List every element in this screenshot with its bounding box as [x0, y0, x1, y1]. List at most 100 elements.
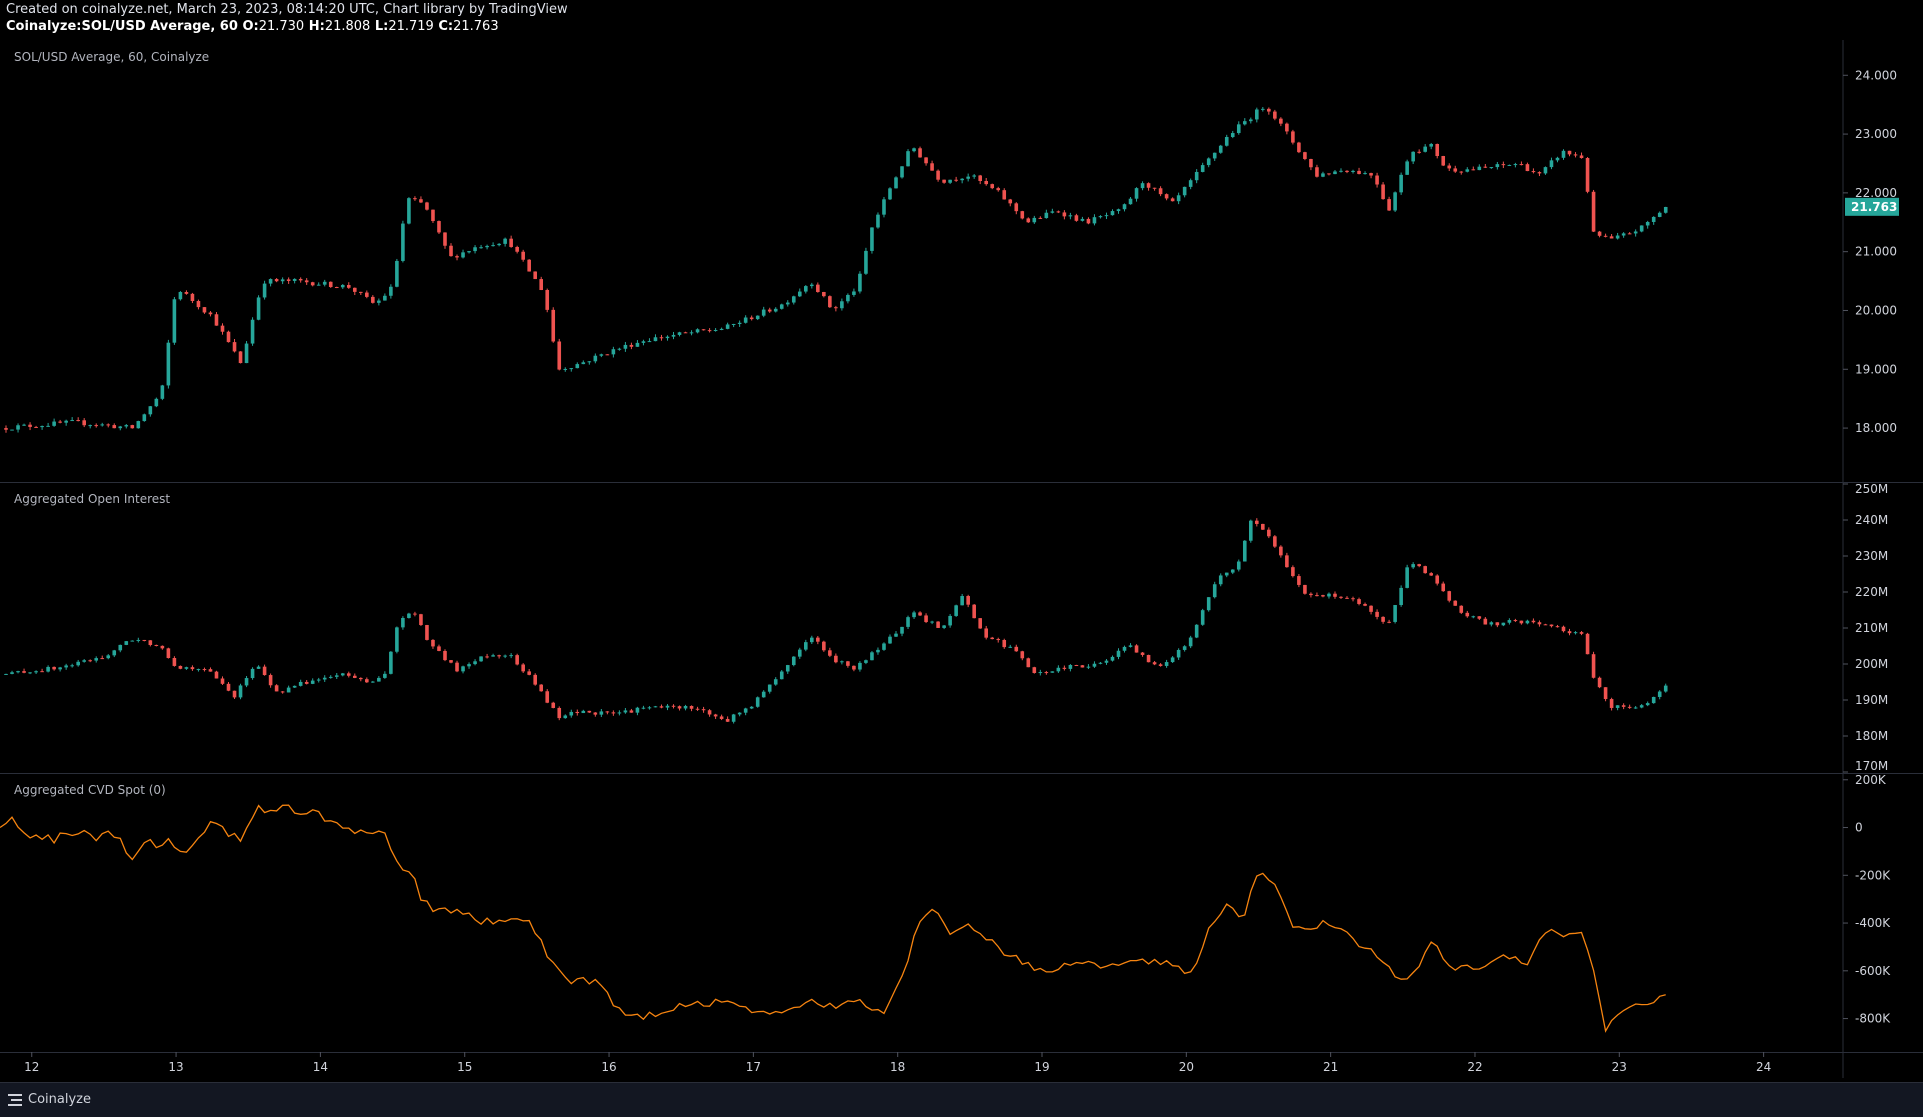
- candle-body: [984, 180, 989, 185]
- candle-body: [232, 690, 237, 698]
- candle-body: [683, 332, 688, 334]
- candle-body: [1200, 165, 1205, 172]
- candle-body: [539, 279, 544, 291]
- candle-body: [791, 296, 796, 303]
- candle-body: [178, 292, 183, 300]
- candle-body: [587, 710, 592, 713]
- candle-body: [280, 279, 285, 282]
- candle-body: [1200, 610, 1205, 625]
- candle-body: [280, 691, 285, 693]
- candle-body: [1242, 540, 1247, 562]
- candle-body: [106, 424, 111, 426]
- candle-body: [214, 314, 219, 326]
- high-label: H:: [308, 19, 325, 34]
- candle-body: [1567, 631, 1572, 634]
- candle-body: [310, 282, 315, 286]
- candle-body: [1435, 575, 1440, 584]
- price-pane[interactable]: SOL/USD Average, 60, Coinalyze 24.000 23.…: [4, 50, 1899, 435]
- candle-body: [1327, 593, 1331, 597]
- brand[interactable]: Coinalyze: [8, 1092, 91, 1107]
- candle-body: [1603, 235, 1608, 237]
- candle-body: [1008, 646, 1013, 648]
- cvd-pane-title: Aggregated CVD Spot (0): [14, 783, 166, 797]
- candle-body: [148, 640, 153, 645]
- candle-body: [810, 284, 814, 287]
- candle-body: [64, 420, 68, 423]
- candle-body: [70, 420, 74, 422]
- candle-body: [100, 424, 105, 426]
- candle-body: [557, 341, 562, 370]
- brand-label: Coinalyze: [28, 1092, 91, 1107]
- candle-body: [1122, 646, 1127, 651]
- candle-body: [1525, 620, 1530, 624]
- candle-body: [1591, 191, 1596, 232]
- candle-body: [425, 625, 429, 640]
- candle-body: [1140, 652, 1145, 655]
- candle-body: [1417, 564, 1421, 567]
- candle-body: [773, 308, 778, 312]
- candle-body: [707, 710, 712, 715]
- x-tick-label: 17: [746, 1060, 761, 1074]
- candle-body: [1411, 151, 1415, 162]
- candle-body: [1549, 624, 1554, 627]
- x-tick-label: 21: [1323, 1060, 1338, 1074]
- candle-body: [10, 672, 14, 674]
- candle-body: [882, 199, 886, 215]
- candle-body: [1206, 158, 1211, 166]
- chart-frame: [0, 40, 1923, 1078]
- candle-body: [244, 343, 249, 364]
- chart-canvas[interactable]: SOL/USD Average, 60, Coinalyze 24.000 23.…: [0, 0, 1923, 1082]
- candle-body: [1315, 167, 1319, 177]
- candle-body: [713, 329, 718, 331]
- candle-body: [1158, 664, 1163, 666]
- time-x-axis[interactable]: 12 13 14 15 16 17 18 19 20 21 22 23 24: [24, 1052, 1771, 1074]
- candle-body: [972, 175, 976, 177]
- candle-body: [292, 685, 297, 688]
- candle-body: [88, 425, 93, 427]
- candle-body: [1297, 142, 1301, 153]
- candle-body: [443, 650, 447, 661]
- candle-body: [1128, 645, 1133, 647]
- candle-body: [1657, 212, 1662, 217]
- candle-body: [419, 614, 423, 626]
- candle-body: [1513, 620, 1518, 622]
- open-interest-pane[interactable]: Aggregated Open Interest 250M 240M 230M 220…: [4, 482, 1888, 773]
- candle-body: [509, 655, 513, 657]
- candle-body: [1339, 596, 1343, 598]
- candle-body: [996, 188, 1001, 191]
- candle-body: [882, 643, 886, 650]
- candle-body: [797, 291, 802, 297]
- candle-body: [900, 626, 904, 634]
- candle-body: [677, 706, 682, 709]
- candle-body: [1248, 520, 1253, 541]
- candle-body: [298, 278, 303, 281]
- candle-body: [395, 260, 399, 287]
- candle-body: [1116, 650, 1121, 657]
- candle-body: [142, 414, 147, 422]
- candle-body: [52, 666, 56, 670]
- candle-body: [292, 278, 297, 281]
- candle-body: [268, 279, 273, 284]
- candle-body: [383, 295, 387, 301]
- candle-body: [1110, 211, 1115, 216]
- candle-body: [1116, 209, 1121, 212]
- candle-body: [497, 655, 501, 657]
- candle-body: [761, 691, 766, 698]
- candle-body: [930, 163, 934, 171]
- candle-body: [743, 708, 748, 713]
- candle-body: [846, 661, 850, 666]
- candle-body: [401, 223, 405, 261]
- candle-body: [1285, 555, 1289, 568]
- candle-body: [359, 677, 363, 680]
- candle-body: [1663, 206, 1668, 213]
- candle-body: [822, 641, 826, 651]
- candle-body: [1363, 603, 1367, 606]
- y-tick-label: 250M: [1855, 482, 1888, 496]
- candle-body: [996, 639, 1001, 641]
- candle-body: [94, 425, 99, 427]
- candle-body: [4, 673, 8, 675]
- cvd-pane[interactable]: Aggregated CVD Spot (0) 200K 0 -200K -400K -…: [0, 773, 1891, 1033]
- candle-body: [653, 337, 658, 342]
- candle-body: [437, 646, 441, 651]
- candle-body: [894, 633, 898, 637]
